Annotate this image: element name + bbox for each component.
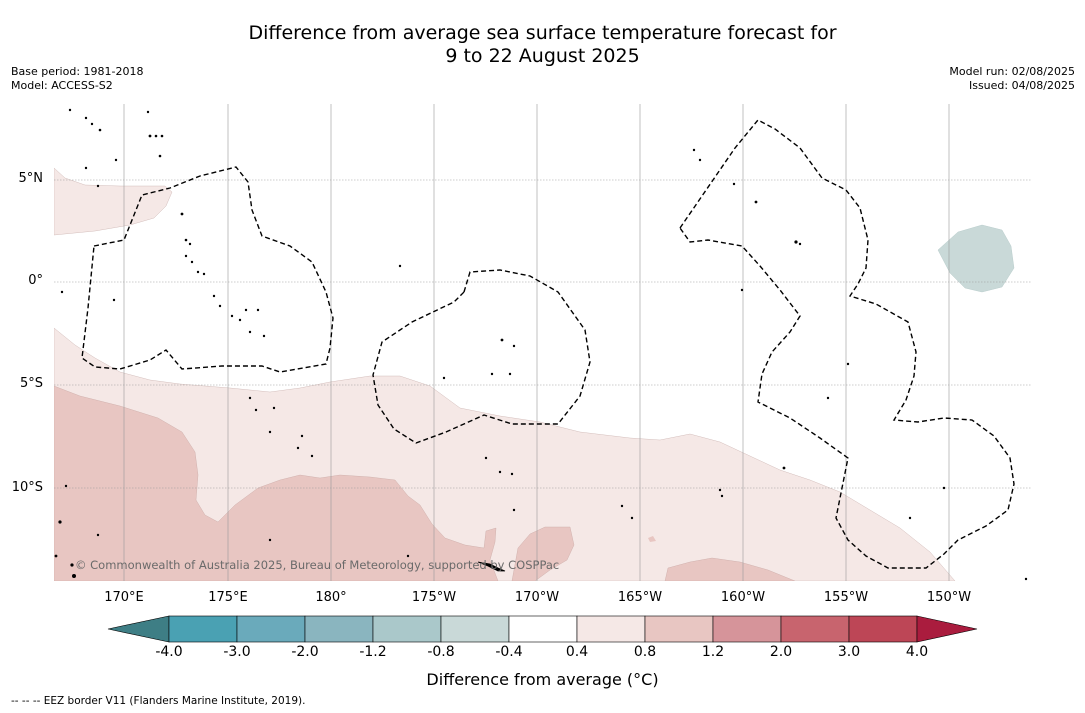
- colorbar-label: -2.0: [291, 644, 319, 660]
- lat-label-5s: 5°S: [19, 376, 43, 391]
- colorbar-label: -0.4: [495, 644, 523, 660]
- lon-label-150w: 150°W: [926, 590, 972, 605]
- colorbar-bin: [644, 615, 714, 643]
- gridlines: [54, 104, 1031, 581]
- eez-borders: [81, 119, 1015, 569]
- eez-tuvalu-kiribati-west: [81, 166, 334, 373]
- anomaly-region-0.8-1.2-west: [54, 385, 499, 581]
- eez-legend-footnote: -- -- -- EEZ border V11 (Flanders Marine…: [11, 695, 306, 707]
- base-period: Base period: 1981-2018: [11, 65, 144, 78]
- colorbar-bin: [168, 615, 238, 643]
- lon-label-165w: 165°W: [617, 590, 663, 605]
- lon-label-175w: 175°W: [411, 590, 457, 605]
- colorbar-label: -1.2: [359, 644, 387, 660]
- colorbar-label: -3.0: [223, 644, 251, 660]
- copyright-notice: © Commonwealth of Australia 2025, Bureau…: [75, 558, 560, 572]
- colorbar-bin: [372, 615, 442, 643]
- lat-label-5n: 5°N: [18, 171, 44, 186]
- meta-left: Base period: 1981-2018 Model: ACCESS-S2: [11, 65, 143, 93]
- lat-label-10s: 10°S: [11, 480, 43, 495]
- colorbar-bin: [576, 615, 646, 643]
- model-name: Model: ACCESS-S2: [11, 79, 113, 92]
- eez-phoenix: [372, 269, 591, 444]
- colorbar-label: 2.0: [769, 644, 793, 660]
- anomaly-region-0.4-0.8-north: [54, 167, 173, 236]
- colorbar-label: 0.8: [633, 644, 657, 660]
- lon-label-160w: 160°W: [720, 590, 766, 605]
- colorbar-extend-high: [916, 615, 978, 643]
- islands: [54, 108, 1028, 581]
- title-line-2: 9 to 22 August 2025: [445, 45, 640, 67]
- issued-date: Issued: 04/08/2025: [968, 79, 1075, 92]
- colorbar-bin: [508, 615, 578, 643]
- colorbar-label: 4.0: [905, 644, 929, 660]
- colorbar-label: -0.8: [427, 644, 455, 660]
- anomaly-region-neg-0.4: [937, 224, 1015, 293]
- meta-right: Model run: 02/08/2025 Issued: 04/08/2025: [949, 65, 1075, 93]
- model-run: Model run: 02/08/2025: [949, 65, 1075, 78]
- lon-label-180: 180°: [315, 590, 347, 605]
- colorbar-label: 1.2: [701, 644, 725, 660]
- colorbar-bin: [712, 615, 782, 643]
- anomaly-region-0.8-1.2-east: [664, 557, 796, 581]
- chart-title: Difference from average sea surface temp…: [0, 22, 1085, 68]
- colorbar-label: 0.4: [565, 644, 589, 660]
- anomaly-region-small: [648, 536, 656, 542]
- lon-label-170e: 170°E: [104, 590, 144, 605]
- anomaly-region-0.8-1.2-central: [511, 526, 575, 581]
- colorbar-label: -4.0: [155, 644, 183, 660]
- colorbar-bin: [780, 615, 850, 643]
- colorbar-extend-low: [107, 615, 170, 643]
- colorbar-bin: [848, 615, 918, 643]
- lon-label-155w: 155°W: [823, 590, 869, 605]
- colorbar-title: Difference from average (°C): [426, 670, 659, 689]
- lon-label-175e: 175°E: [208, 590, 248, 605]
- colorbar-bin: [440, 615, 510, 643]
- lat-label-0: 0°: [28, 273, 43, 288]
- lon-label-170w: 170°W: [514, 590, 560, 605]
- colorbar-bin: [304, 615, 374, 643]
- title-line-1: Difference from average sea surface temp…: [248, 22, 837, 44]
- colorbar-bin: [236, 615, 306, 643]
- eez-line-islands: [679, 119, 1015, 569]
- colorbar-label: 3.0: [837, 644, 861, 660]
